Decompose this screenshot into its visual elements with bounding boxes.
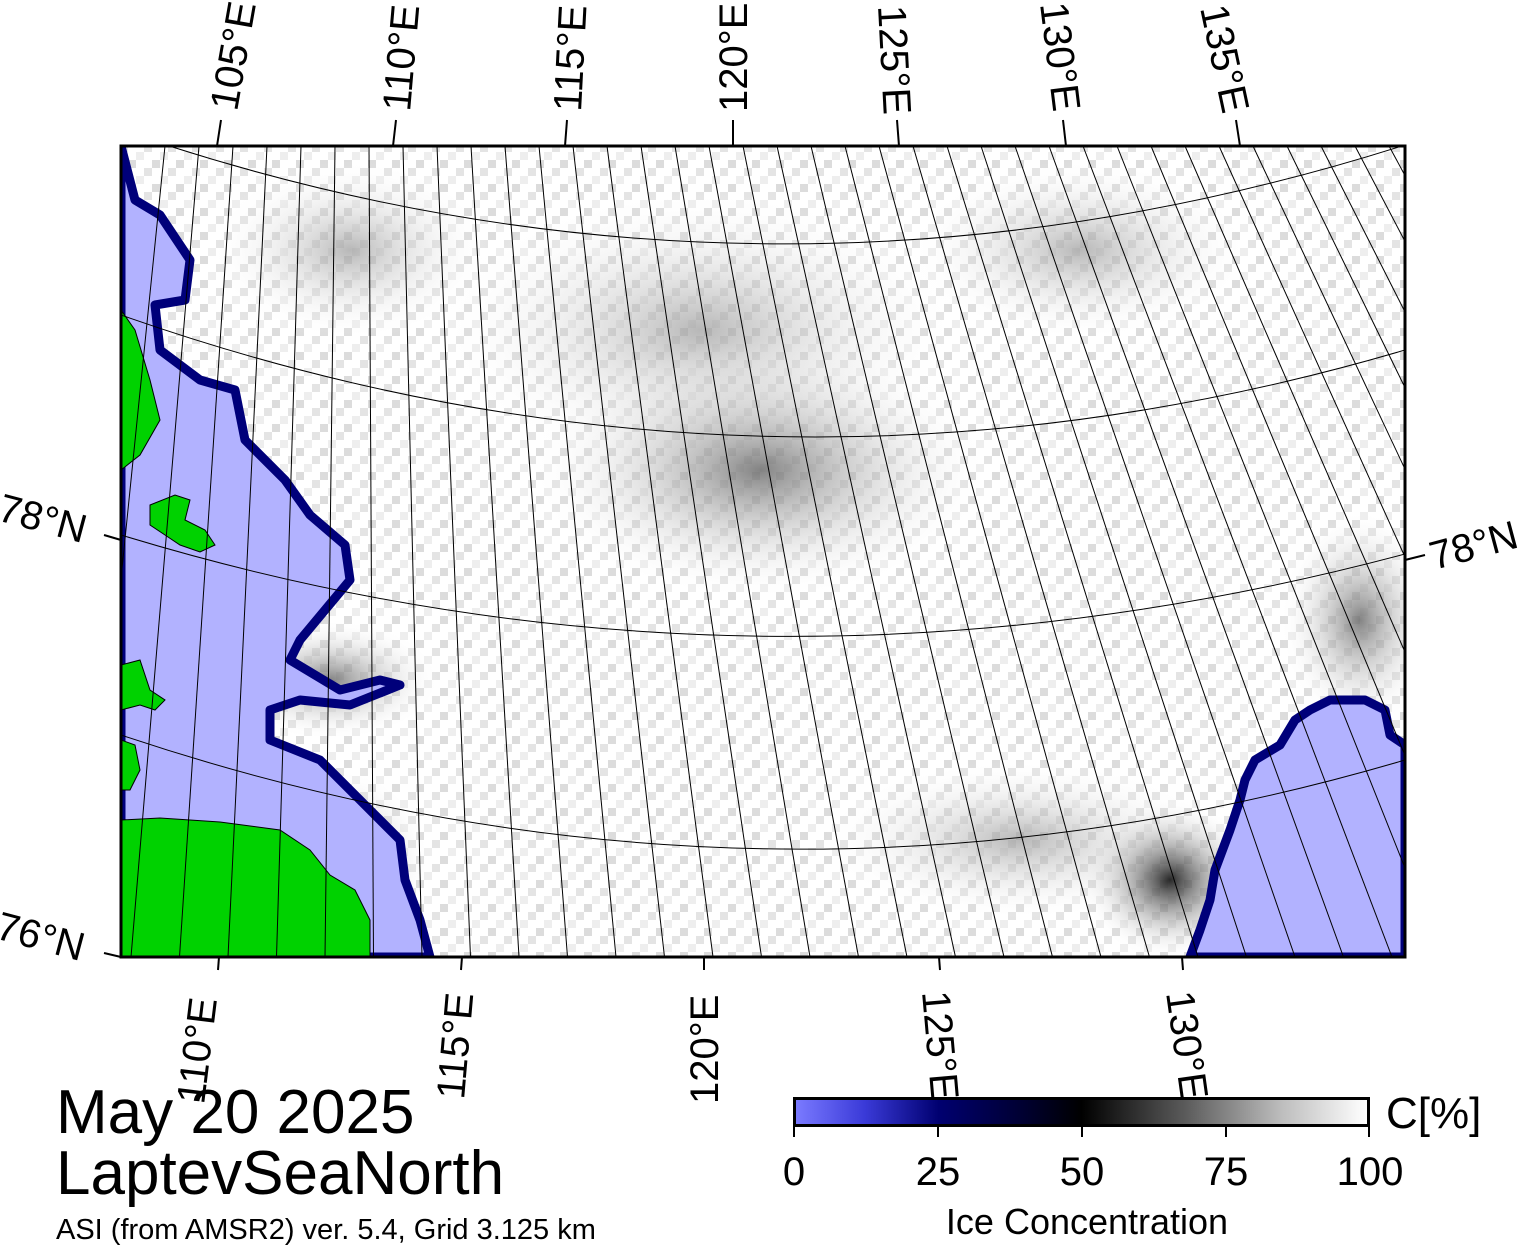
- lon-label-top: 110°E: [375, 3, 428, 113]
- meridian-line: [912, 146, 1150, 957]
- meridian-line: [674, 146, 811, 957]
- gray-ice-area: [1280, 510, 1405, 730]
- tick-bottom: [938, 956, 941, 971]
- meridian-line: [470, 146, 520, 957]
- meridian-line: [810, 146, 1005, 957]
- colorbar-tick-label: 0: [782, 1150, 806, 1194]
- colorbar-tickmark: [1368, 1127, 1370, 1137]
- west-land-island: [149, 494, 216, 553]
- meridian-line: [708, 146, 859, 957]
- parallel-line: [121, 534, 1405, 637]
- meridian-line: [324, 146, 336, 957]
- lon-label-bottom: 130°E: [1157, 988, 1216, 1102]
- meridian-line: [276, 146, 302, 957]
- colorbar-unit: C[%]: [1386, 1089, 1482, 1138]
- meridian-line: [572, 146, 665, 957]
- meridian-line: [844, 146, 1053, 957]
- tick-bottom: [1181, 956, 1184, 971]
- tick-top: [392, 119, 397, 147]
- colorbar-tickmark: [937, 1127, 939, 1137]
- parallels: [121, 146, 1405, 850]
- meridian-line: [1286, 146, 1405, 389]
- meridian-line: [1048, 146, 1344, 957]
- meridian-line: [227, 146, 268, 957]
- meridian-line: [130, 146, 200, 957]
- colorbar-tick-label: 100: [1336, 1150, 1404, 1194]
- meridian-line: [606, 146, 714, 957]
- tick-bottom: [460, 956, 463, 971]
- meridian-line: [504, 146, 568, 957]
- tick-top: [896, 119, 900, 147]
- parallel-line: [167, 146, 1404, 245]
- lon-label-top: 125°E: [869, 4, 919, 116]
- meridian-line: [1150, 146, 1405, 757]
- meridian-line: [436, 146, 471, 957]
- tick-left: [103, 534, 122, 541]
- meridian-line: [946, 146, 1199, 957]
- map-date: May 20 2025: [56, 1078, 415, 1147]
- meridian-line: [402, 146, 423, 957]
- data-source-credit: ASI (from AMSR2) ver. 5.4, Grid 3.125 km: [56, 1214, 596, 1246]
- gray-ice-area: [210, 160, 490, 340]
- lon-label-top: 135°E: [1191, 1, 1257, 117]
- lon-label-bottom: 120°E: [683, 995, 727, 1104]
- west-open-water: [121, 146, 435, 957]
- meridian-line: [640, 146, 762, 957]
- colorbar-tick-label: 25: [915, 1150, 961, 1194]
- tick-top: [216, 119, 222, 147]
- colorbar-tickmark: [793, 1127, 795, 1137]
- meridian-line: [878, 146, 1102, 957]
- tick-right: [1404, 554, 1426, 561]
- lon-label-bottom: 115°E: [429, 991, 482, 1101]
- meridian-line: [1082, 146, 1393, 957]
- frame-ticks: [103, 119, 1426, 971]
- lat-label-left: 76°N: [0, 904, 89, 970]
- tick-left: [103, 952, 122, 958]
- meridian-line: [1184, 146, 1405, 654]
- colorbar-title: Ice Concentration: [945, 1201, 1229, 1242]
- west-land-lower-small: [121, 739, 141, 791]
- west-land-middle: [121, 659, 166, 711]
- meridian-line: [1014, 146, 1296, 957]
- east-open-water: [1185, 695, 1405, 957]
- lat-label-right: 78°N: [1425, 513, 1523, 579]
- region-name: LaptevSeaNorth: [56, 1139, 505, 1208]
- lon-label-top: 120°E: [712, 3, 756, 112]
- meridian-line: [1252, 146, 1405, 471]
- meridian-line: [1320, 146, 1405, 314]
- lat-label-left: 78°N: [0, 486, 91, 552]
- meridian-line: [538, 146, 617, 957]
- meridian-line: [368, 146, 374, 957]
- tick-bottom: [217, 956, 220, 971]
- meridian-line: [742, 146, 908, 957]
- meridian-line: [1218, 146, 1405, 559]
- tick-top: [1062, 119, 1067, 147]
- parallel-line: [121, 734, 1405, 850]
- parallel-line: [121, 314, 1405, 438]
- colorbar-gradient: [793, 1097, 1370, 1127]
- meridian-line: [121, 146, 166, 584]
- west-land-south: [121, 817, 371, 957]
- lon-label-bottom: 125°E: [913, 989, 966, 1102]
- colorbar-tick-label: 50: [1059, 1150, 1105, 1194]
- meridian-line: [1116, 146, 1405, 870]
- meridians: [121, 146, 1405, 957]
- colorbar-tickmark: [1225, 1127, 1227, 1137]
- meridian-line: [776, 146, 956, 957]
- gray-ice-area: [910, 160, 1250, 340]
- colorbar-tick-label: 75: [1203, 1150, 1249, 1194]
- lon-label-top: 105°E: [203, 0, 265, 114]
- gray-ice-area: [530, 340, 990, 600]
- map-frame: [119, 144, 1407, 959]
- lon-label-top: 130°E: [1031, 0, 1088, 114]
- tick-top: [1235, 119, 1241, 147]
- colorbar-tickmark: [1081, 1127, 1083, 1137]
- tick-top: [564, 119, 568, 147]
- lon-label-top: 115°E: [546, 4, 596, 113]
- meridian-line: [179, 146, 234, 957]
- meridian-line: [980, 146, 1247, 957]
